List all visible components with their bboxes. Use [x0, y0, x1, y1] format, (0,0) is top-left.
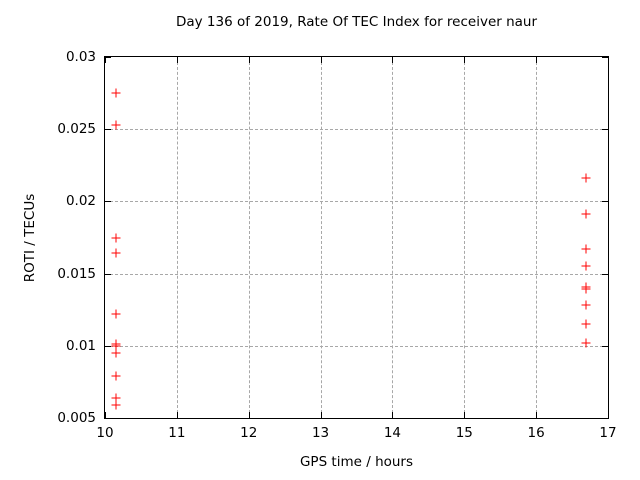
y-tick-label: 0.03	[65, 49, 96, 65]
data-point-marker	[111, 393, 121, 403]
x-tick-bottom	[105, 412, 106, 418]
x-tick-top	[105, 57, 106, 63]
x-tick-top	[464, 57, 466, 63]
y-tick-right	[602, 57, 608, 58]
x-tick-bottom	[464, 412, 466, 418]
y-tick-left	[105, 273, 111, 275]
chart-title: Day 136 of 2019, Rate Of TEC Index for r…	[175, 14, 538, 30]
y-tick-left	[105, 129, 111, 131]
data-point-marker	[581, 338, 591, 348]
x-tick-top	[248, 57, 250, 63]
x-tick-top	[536, 57, 538, 63]
x-gridline	[248, 57, 250, 418]
data-point-marker	[111, 348, 121, 358]
x-tick-label: 14	[383, 425, 402, 441]
data-point-marker	[581, 300, 591, 310]
x-tick-bottom	[248, 412, 250, 418]
y-tick-label: 0.005	[57, 410, 96, 426]
y-tick-label: 0.01	[65, 337, 96, 354]
x-tick-bottom	[536, 412, 538, 418]
data-point-marker	[111, 400, 121, 410]
y-tick-right	[602, 345, 608, 347]
x-tick-top	[176, 57, 178, 63]
data-point-marker	[111, 248, 121, 258]
x-tick-bottom	[392, 412, 394, 418]
data-point-marker	[581, 261, 591, 271]
data-point-marker	[111, 88, 121, 98]
y-tick-left	[105, 57, 111, 58]
y-gridline	[105, 345, 608, 347]
x-tick-top	[608, 57, 609, 63]
x-tick-label: 16	[527, 425, 545, 441]
x-gridline	[392, 57, 394, 418]
data-point-marker	[581, 209, 591, 219]
y-tick-right	[602, 273, 608, 275]
y-gridline	[105, 201, 608, 203]
y-tick-left	[105, 201, 111, 203]
data-point-marker	[581, 173, 591, 183]
data-point-marker	[111, 120, 121, 130]
x-tick-label: 17	[599, 425, 617, 441]
y-tick-label: 0.025	[57, 121, 96, 138]
data-point-marker	[111, 371, 121, 381]
x-tick-label: 11	[168, 425, 186, 441]
y-tick-label: 0.02	[65, 193, 96, 210]
data-point-marker	[581, 319, 591, 329]
x-tick-bottom	[320, 412, 322, 418]
plot-area	[104, 56, 609, 419]
x-tick-label: 10	[96, 425, 114, 441]
x-gridline	[320, 57, 322, 418]
x-tick-label: 12	[240, 425, 258, 441]
x-tick-bottom	[608, 412, 609, 418]
x-tick-label: 13	[311, 425, 330, 441]
y-gridline	[105, 273, 608, 275]
data-point-marker	[581, 284, 591, 294]
y-tick-left	[105, 418, 111, 419]
data-point-marker	[111, 233, 121, 242]
data-point-marker	[581, 244, 591, 254]
y-tick-left	[105, 345, 111, 347]
x-gridline	[536, 57, 538, 418]
x-gridline	[464, 57, 466, 418]
x-tick-top	[392, 57, 394, 63]
y-tick-right	[602, 201, 608, 203]
y-tick-right	[602, 418, 608, 419]
x-gridline	[176, 57, 178, 418]
y-gridline	[105, 129, 608, 131]
x-tick-label: 15	[455, 425, 473, 441]
x-axis-title: GPS time / hours	[299, 454, 414, 470]
x-tick-bottom	[176, 412, 178, 418]
x-tick-top	[320, 57, 322, 63]
y-tick-label: 0.015	[57, 265, 96, 282]
data-point-marker	[111, 309, 121, 319]
data-point-marker	[111, 341, 121, 351]
y-tick-right	[602, 129, 608, 131]
